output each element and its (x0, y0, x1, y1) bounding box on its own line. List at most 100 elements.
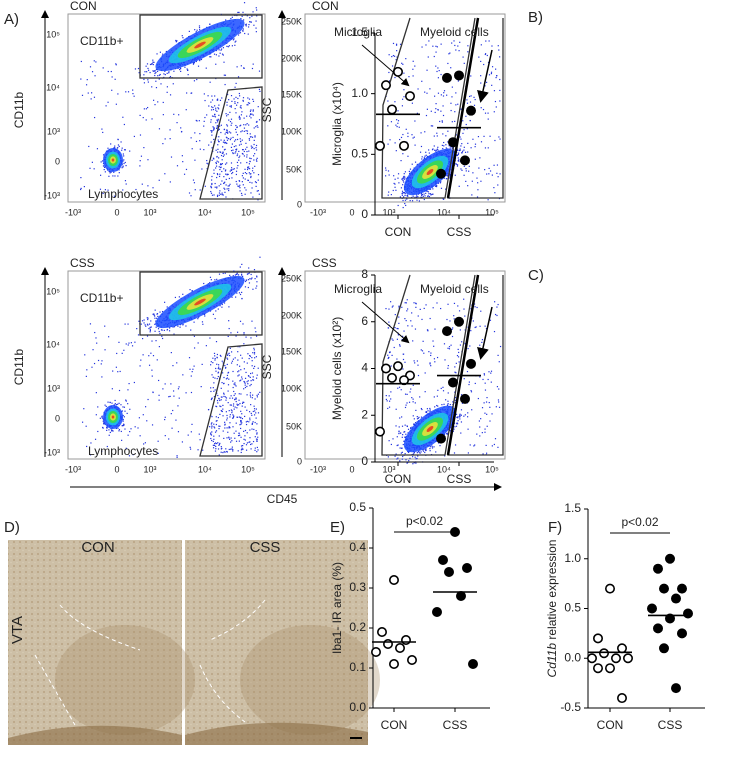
event (248, 287, 249, 288)
event (244, 361, 245, 362)
event (215, 108, 216, 109)
event (158, 395, 159, 396)
event (194, 80, 195, 81)
event (173, 83, 174, 84)
event (255, 448, 256, 449)
gate-label: Myeloid cells (420, 25, 489, 39)
event (149, 324, 150, 325)
event (400, 196, 401, 197)
event (252, 379, 253, 380)
event (245, 124, 246, 125)
event (494, 444, 495, 445)
event (241, 65, 242, 66)
event (169, 129, 170, 130)
event (241, 376, 242, 377)
event (140, 435, 141, 436)
event (191, 424, 192, 425)
event (251, 380, 252, 381)
event (234, 103, 235, 104)
event (218, 55, 219, 56)
event (401, 389, 402, 390)
event (123, 159, 124, 160)
event (236, 441, 237, 442)
event (239, 435, 240, 436)
event (211, 135, 212, 136)
event (499, 56, 500, 57)
event (240, 428, 241, 429)
event (447, 348, 448, 349)
event (394, 187, 395, 188)
pointer (481, 50, 492, 100)
event (210, 391, 211, 392)
event (224, 192, 225, 193)
event (97, 431, 98, 432)
event (485, 326, 486, 327)
event (204, 121, 205, 122)
event (214, 355, 215, 356)
event (224, 140, 225, 141)
event (222, 415, 223, 416)
event (402, 368, 403, 369)
event (226, 419, 227, 420)
event (461, 341, 462, 342)
event (129, 409, 130, 410)
event (217, 195, 218, 196)
event (242, 175, 243, 176)
event (423, 194, 424, 195)
event (499, 138, 500, 139)
event (246, 386, 247, 387)
event (230, 171, 231, 172)
event (148, 70, 149, 71)
event (454, 121, 455, 122)
event (232, 169, 233, 170)
event (226, 397, 227, 398)
event (224, 84, 225, 85)
event (395, 425, 396, 426)
event (172, 365, 173, 366)
event (469, 381, 470, 382)
event (492, 174, 493, 175)
event (232, 426, 233, 427)
event (238, 404, 239, 405)
event (405, 434, 406, 435)
event (193, 322, 194, 323)
event (484, 402, 485, 403)
event (151, 326, 152, 327)
event (231, 440, 232, 441)
event (213, 314, 214, 315)
event (217, 395, 218, 396)
event (394, 77, 395, 78)
event (473, 97, 474, 98)
event (395, 179, 396, 180)
event (190, 449, 191, 450)
event (121, 150, 122, 151)
event (401, 307, 402, 308)
event (175, 420, 176, 421)
event (397, 388, 398, 389)
event (218, 136, 219, 137)
event (115, 79, 116, 80)
event (124, 124, 125, 125)
event (233, 383, 234, 384)
event (389, 54, 390, 55)
event (84, 186, 85, 187)
event (220, 132, 221, 133)
event (418, 315, 419, 316)
event (187, 70, 188, 71)
event (86, 376, 87, 377)
event (208, 409, 209, 410)
event (216, 416, 217, 417)
event (115, 63, 116, 64)
event (474, 306, 475, 307)
event (118, 430, 119, 431)
event (458, 352, 459, 353)
event (201, 168, 202, 169)
event (430, 365, 431, 366)
event (217, 357, 218, 358)
event (413, 401, 414, 402)
event (152, 375, 153, 376)
event (406, 402, 407, 403)
event (409, 391, 410, 392)
event (407, 299, 408, 300)
event (465, 414, 466, 415)
